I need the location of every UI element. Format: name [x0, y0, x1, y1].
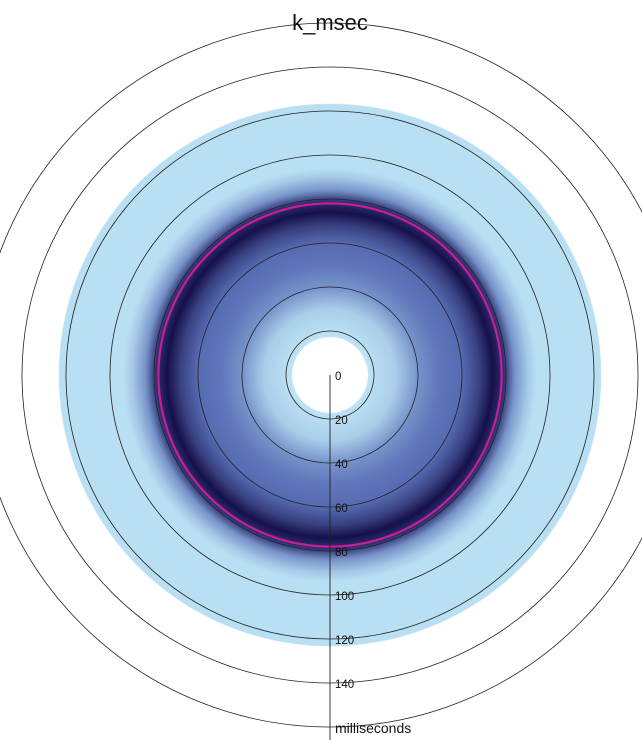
tick-label-60: 60 [335, 503, 348, 515]
tick-label-80: 80 [335, 547, 348, 559]
tick-label-100: 100 [335, 591, 354, 603]
neighbor-panel-fragment [0, 0, 5, 190]
radial-tick-labels: 0 20 40 60 80 100 120 140 [335, 371, 354, 691]
density-field [0, 23, 642, 727]
chart-title: k_msec [292, 10, 368, 35]
tick-label-0: 0 [335, 371, 341, 383]
tick-label-20: 20 [335, 415, 348, 427]
tick-label-40: 40 [335, 459, 348, 471]
tick-label-140: 140 [335, 679, 354, 691]
tick-label-120: 120 [335, 635, 354, 647]
radial-axis-label: milliseconds [335, 720, 411, 736]
